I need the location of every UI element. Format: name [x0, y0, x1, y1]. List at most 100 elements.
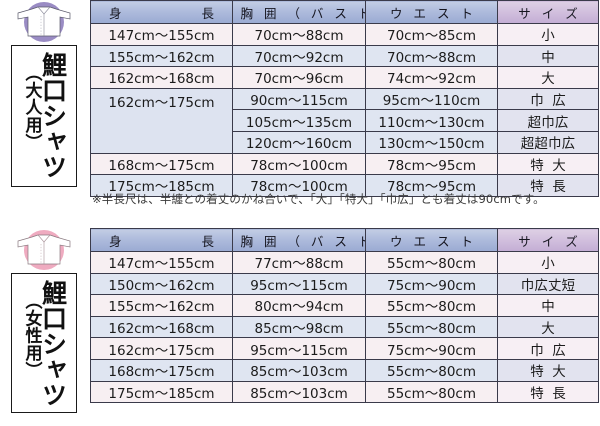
- cell-height: 162cm～168cm: [90, 66, 233, 89]
- adult-garment-badge: [8, 0, 80, 42]
- table-row: 168cm～175cm 85cm～103cm 55cm～80cm 特 大: [90, 358, 599, 382]
- cell-height: 150cm～162cm: [90, 272, 233, 296]
- table-row: 175cm～185cm 78cm～100cm 78cm～95cm 特 長: [90, 174, 599, 197]
- cell-bust: 85cm～103cm: [232, 358, 366, 382]
- women-col-header-height: 身 長: [90, 228, 233, 252]
- cell-waist: 55cm～80cm: [365, 380, 498, 404]
- table-row: 150cm～162cm 95cm～115cm 75cm～90cm 巾広丈短: [90, 272, 599, 296]
- cell-waist: 95cm～110cm: [365, 87, 498, 111]
- cell-size: 特 長: [497, 174, 599, 197]
- cell-waist: 78cm～95cm: [365, 174, 498, 197]
- adult-product-label-box: 鯉口シャツ （大人用）: [11, 45, 77, 187]
- cell-height: 147cm～155cm: [90, 251, 233, 274]
- table-row: 147cm～155cm 70cm～88cm 70cm～85cm 小: [90, 23, 599, 46]
- table-row: 155cm～162cm 80cm～94cm 55cm～80cm 中: [90, 294, 599, 317]
- adult-col-header-height-char-1: 身: [109, 5, 122, 21]
- cell-waist: 55cm～80cm: [365, 315, 498, 339]
- adult-left-column: 鯉口シャツ （大人用）: [0, 0, 88, 187]
- cell-bust: 70cm～88cm: [232, 23, 366, 46]
- adult-col-header-waist: ウ エ ス ト: [365, 0, 498, 24]
- cell-size: 大: [497, 66, 599, 89]
- cell-height: 155cm～162cm: [90, 294, 233, 317]
- cell-bust: 78cm～100cm: [232, 152, 366, 176]
- table-row: 120cm～160cm 130cm～150cm 超超巾広: [91, 130, 599, 154]
- women-product-label-box: 鯉口シャツ （女性用）: [11, 273, 77, 413]
- cell-size: 大: [497, 315, 599, 339]
- women-col-header-height-char-2: 長: [201, 233, 214, 249]
- adult-table-note: ※半長尺は、半纏との着丈のかね合いで、「大」「特大」「巾広」とも着丈は90cmで…: [92, 192, 545, 206]
- adult-col-header-height-char-2: 長: [201, 5, 214, 21]
- cell-waist: 55cm～80cm: [365, 294, 498, 317]
- cell-waist: 55cm～80cm: [365, 358, 498, 382]
- women-product-name: 鯉口シャツ: [38, 280, 68, 408]
- table-row: 147cm～155cm 77cm～88cm 55cm～80cm 小: [90, 251, 599, 274]
- table-row: 105cm～135cm 110cm～130cm 超巾広: [91, 109, 599, 132]
- women-product-subtitle: （女性用）: [21, 292, 42, 379]
- table-row: 162cm～175cm 95cm～115cm 75cm～90cm 巾 広: [90, 337, 599, 360]
- cell-size: 特 大: [497, 358, 599, 382]
- cell-waist: 75cm～90cm: [365, 272, 498, 296]
- cell-waist: 55cm～80cm: [365, 251, 498, 274]
- adult-table-header-row: 身 長 胸 囲 （ バ ス ト ） ウ エ ス ト サ イ ズ: [90, 0, 599, 24]
- table-row: 155cm～162cm 70cm～92cm 70cm～88cm 中: [90, 44, 599, 68]
- table-row: 168cm～175cm 78cm～100cm 78cm～95cm 特 大: [90, 152, 599, 176]
- women-col-header-waist: ウ エ ス ト: [365, 228, 498, 252]
- cell-bust: 70cm～92cm: [232, 44, 366, 68]
- cell-bust: 120cm～160cm: [232, 130, 366, 154]
- cell-bust: 105cm～135cm: [232, 109, 366, 132]
- cell-size: 巾 広: [497, 337, 599, 360]
- women-col-header-bust: 胸 囲 （ バ ス ト ）: [232, 228, 366, 252]
- cell-bust: 90cm～115cm: [232, 87, 366, 111]
- cell-bust: 95cm～115cm: [232, 337, 366, 360]
- size-chart-section-women: 鯉口シャツ （女性用） 身 長 胸 囲 （ バ ス ト ） ウ エ ス ト サ …: [0, 228, 600, 426]
- cell-height: 168cm～175cm: [90, 152, 233, 176]
- adult-size-table: 身 長 胸 囲 （ バ ス ト ） ウ エ ス ト サ イ ズ 147cm～15…: [90, 0, 599, 197]
- cell-bust: 85cm～98cm: [232, 315, 366, 339]
- cell-bust: 77cm～88cm: [232, 251, 366, 274]
- cell-waist: 70cm～85cm: [365, 23, 498, 46]
- table-row: 162cm～168cm 85cm～98cm 55cm～80cm 大: [90, 315, 599, 339]
- cell-size: 小: [497, 251, 599, 274]
- table-row: 162cm～168cm 70cm～96cm 74cm～92cm 大: [90, 66, 599, 89]
- cell-size: 超巾広: [497, 109, 599, 132]
- cell-waist: 75cm～90cm: [365, 337, 498, 360]
- cell-height: 147cm～155cm: [90, 23, 233, 46]
- cell-height: 155cm～162cm: [90, 44, 233, 68]
- adult-product-subtitle: （大人用）: [21, 64, 42, 151]
- cell-size: 超超巾広: [497, 130, 599, 154]
- cell-height: 175cm～185cm: [90, 380, 233, 404]
- cell-size: 小: [497, 23, 599, 46]
- adult-col-header-bust: 胸 囲 （ バ ス ト ）: [232, 0, 366, 24]
- cell-waist: 78cm～95cm: [365, 152, 498, 176]
- cell-bust: 80cm～94cm: [232, 294, 366, 317]
- cell-waist: 70cm～88cm: [365, 44, 498, 68]
- women-left-column: 鯉口シャツ （女性用）: [0, 228, 88, 413]
- koiguchi-shirt-icon: [17, 234, 71, 265]
- cell-waist: 130cm～150cm: [365, 130, 498, 154]
- koiguchi-shirt-icon: [17, 6, 71, 37]
- women-garment-badge: [8, 228, 80, 270]
- cell-height-merged: 162cm～175cm: [90, 87, 233, 154]
- adult-product-name: 鯉口シャツ: [38, 52, 68, 180]
- women-col-header-size: サ イ ズ: [497, 228, 599, 252]
- cell-bust: 78cm～100cm: [232, 174, 366, 197]
- women-size-table: 身 長 胸 囲 （ バ ス ト ） ウ エ ス ト サ イ ズ 147cm～15…: [90, 228, 599, 404]
- cell-size: 特 大: [497, 152, 599, 176]
- cell-bust: 85cm～103cm: [232, 380, 366, 404]
- cell-bust: 95cm～115cm: [232, 272, 366, 296]
- cell-height: 162cm～168cm: [90, 315, 233, 339]
- women-table-header-row: 身 長 胸 囲 （ バ ス ト ） ウ エ ス ト サ イ ズ: [90, 228, 599, 252]
- cell-size: 中: [497, 294, 599, 317]
- cell-bust: 70cm～96cm: [232, 66, 366, 89]
- cell-height: 175cm～185cm: [90, 174, 233, 197]
- cell-waist: 110cm～130cm: [365, 109, 498, 132]
- size-chart-section-adult: 鯉口シャツ （大人用） 身 長 胸 囲 （ バ ス ト ） ウ エ ス ト サ …: [0, 0, 599, 206]
- table-row: 162cm～175cm 90cm～115cm 95cm～110cm 巾 広: [90, 87, 599, 154]
- women-col-header-height-char-1: 身: [109, 233, 122, 249]
- adult-col-header-height: 身 長: [90, 0, 233, 24]
- cell-size: 巾広丈短: [497, 272, 599, 296]
- cell-size: 巾 広: [497, 87, 599, 111]
- cell-size: 特 長: [497, 380, 599, 404]
- cell-size: 中: [497, 44, 599, 68]
- table-row: 175cm～185cm 85cm～103cm 55cm～80cm 特 長: [90, 380, 599, 404]
